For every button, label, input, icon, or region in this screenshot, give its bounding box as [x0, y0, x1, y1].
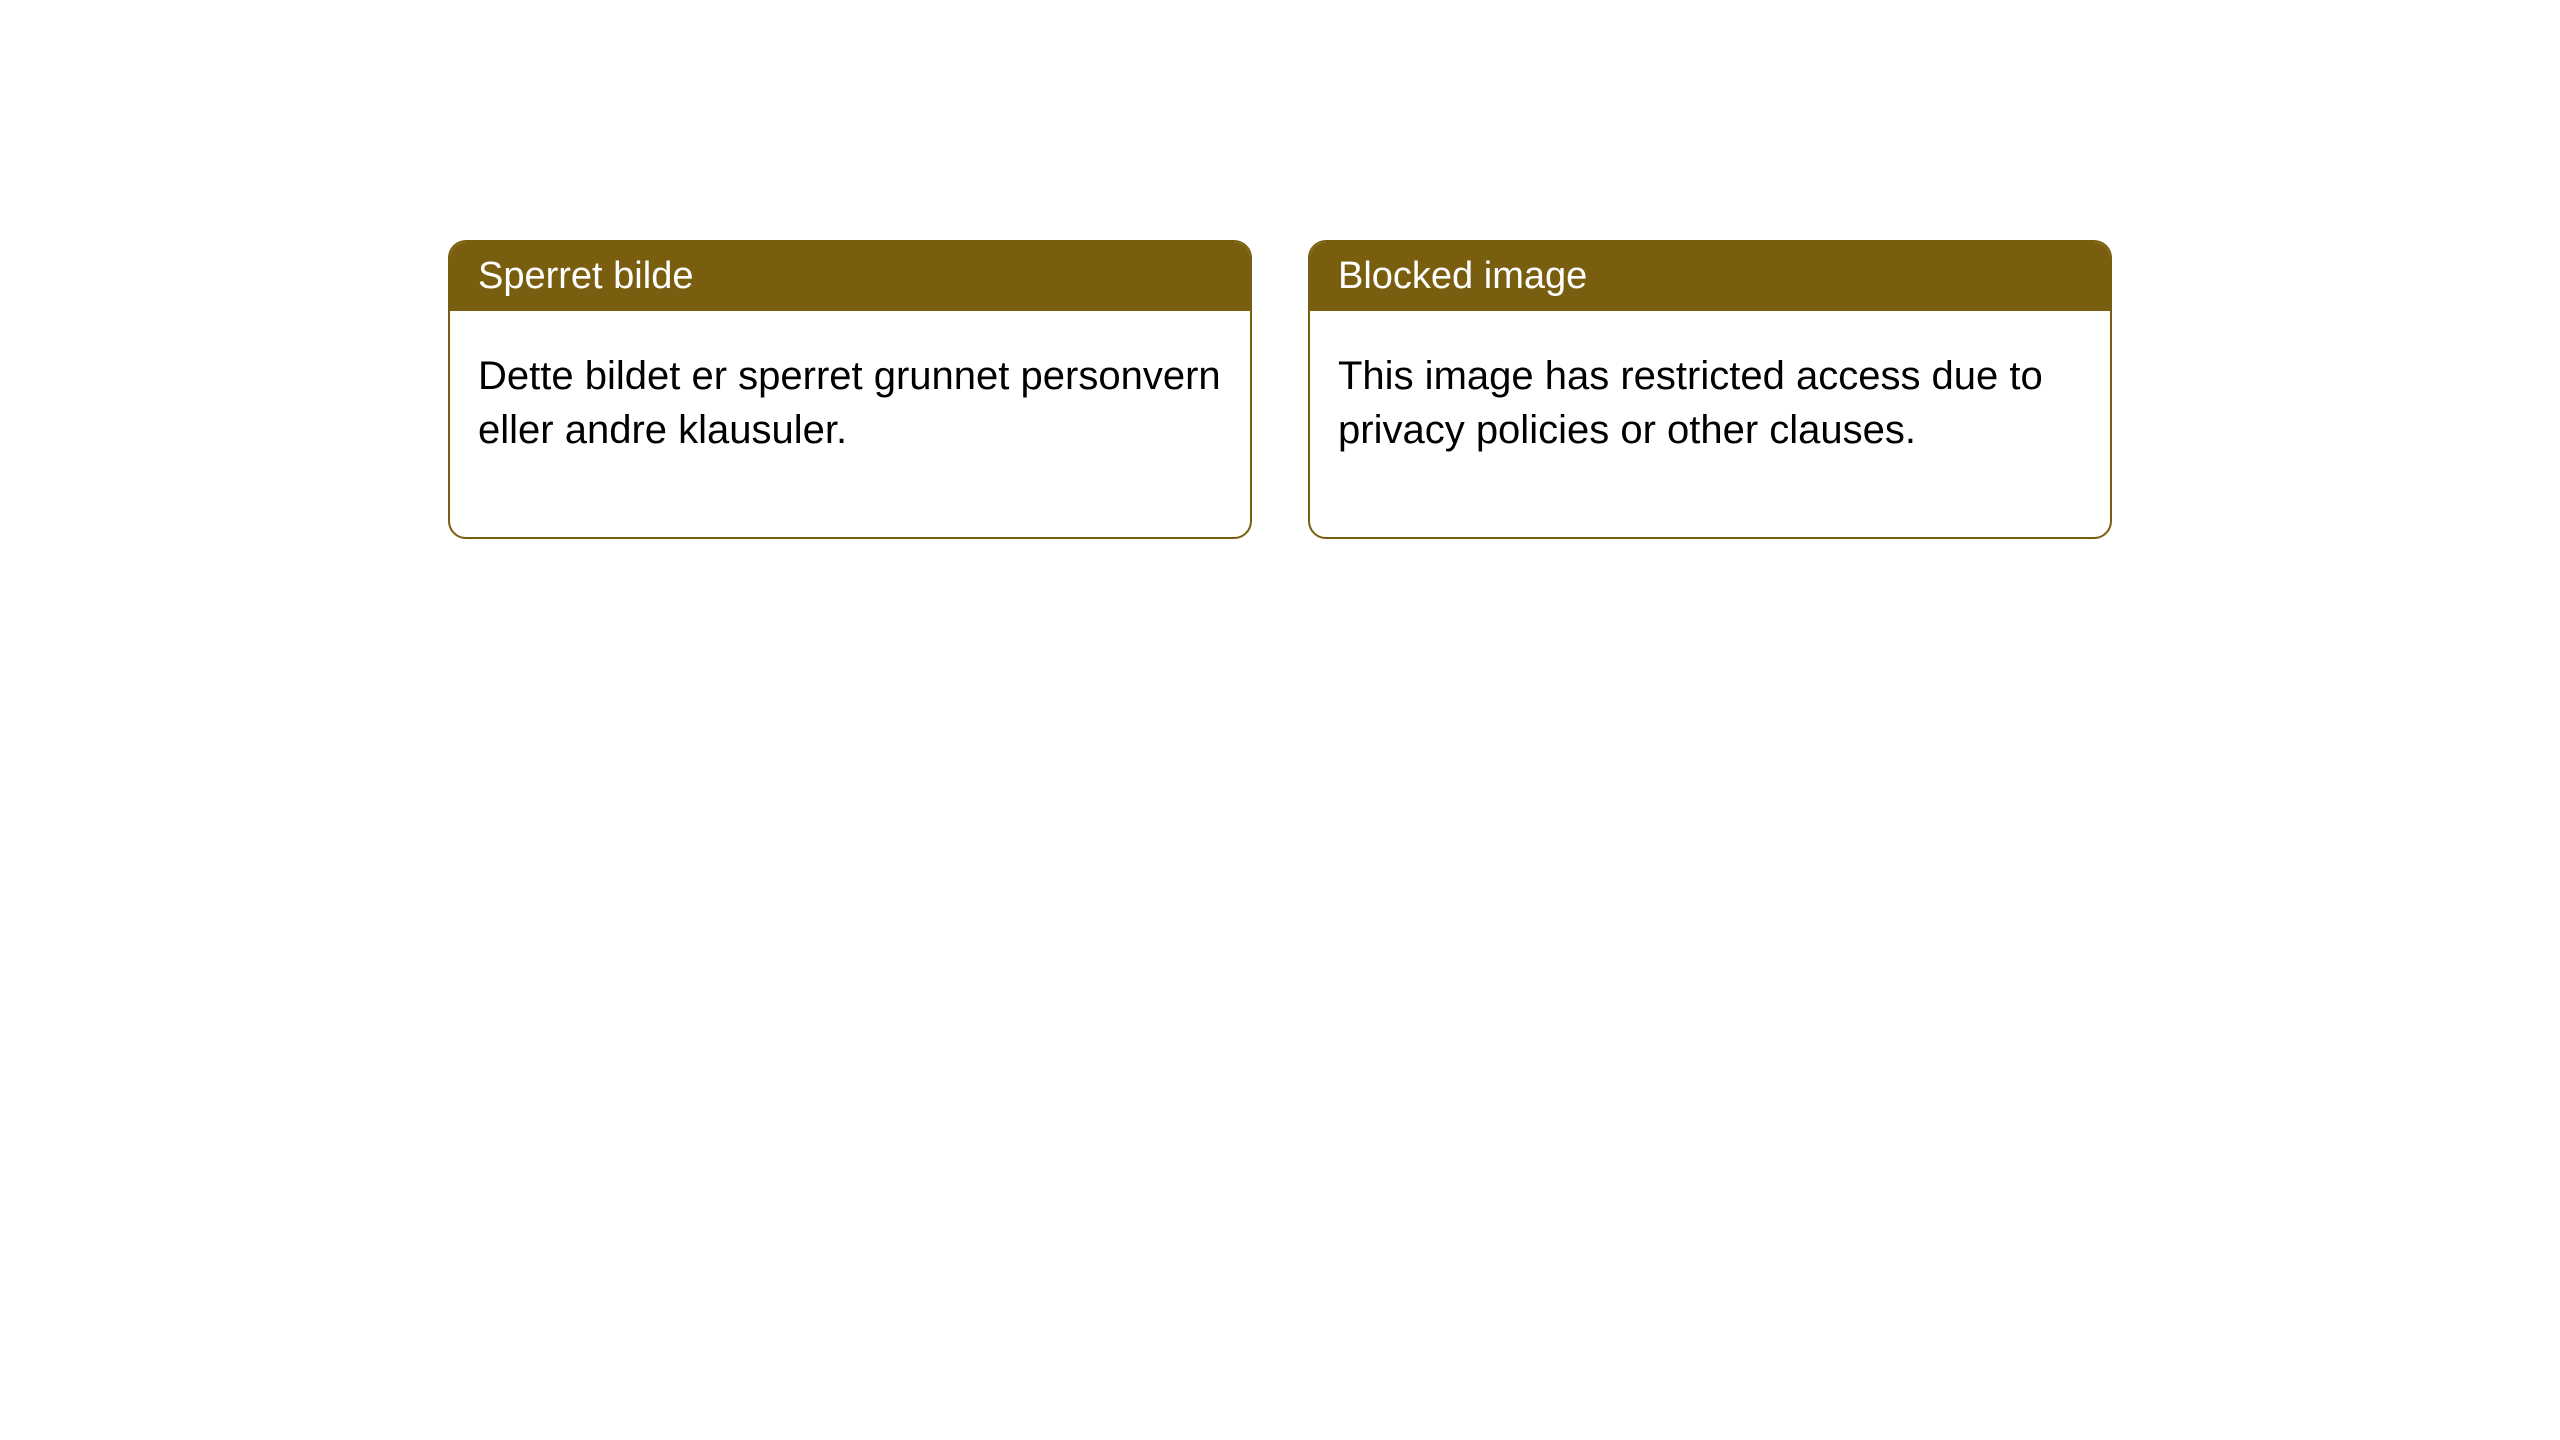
notice-card-body: Dette bildet er sperret grunnet personve…	[450, 311, 1250, 537]
notice-container: Sperret bilde Dette bildet er sperret gr…	[0, 0, 2560, 539]
notice-card-norwegian: Sperret bilde Dette bildet er sperret gr…	[448, 240, 1252, 539]
notice-card-english: Blocked image This image has restricted …	[1308, 240, 2112, 539]
notice-card-body: This image has restricted access due to …	[1310, 311, 2110, 537]
notice-card-title: Blocked image	[1310, 242, 2110, 311]
notice-card-title: Sperret bilde	[450, 242, 1250, 311]
